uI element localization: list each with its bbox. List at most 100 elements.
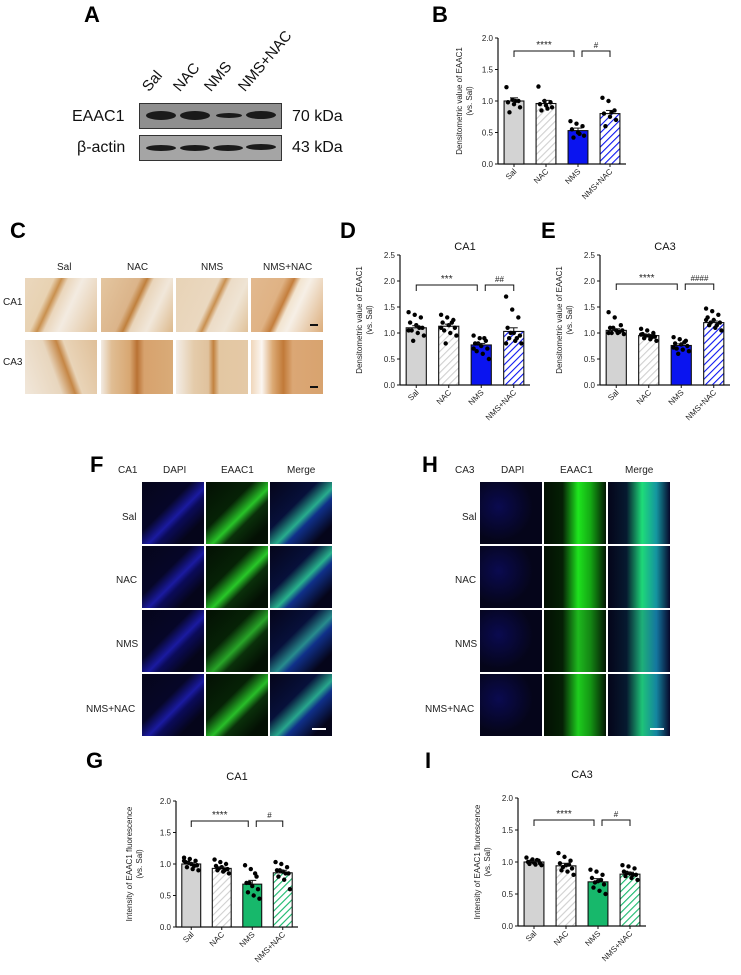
- significance-label: ****: [556, 809, 572, 820]
- panel-letter-h: H: [422, 452, 438, 477]
- ihc-image-ca3-nac: [101, 340, 173, 394]
- data-point: [562, 854, 567, 860]
- if-image-ca3-sal-eaac1: [544, 482, 606, 544]
- y-tick-label: 2.5: [384, 251, 396, 260]
- ihc-image-ca3-nms: [176, 340, 248, 394]
- data-point: [507, 110, 512, 115]
- data-point: [533, 862, 538, 867]
- significance-bracket: [615, 283, 678, 290]
- data-point: [508, 330, 513, 336]
- row-label: NMS: [116, 639, 139, 650]
- significance-label: ****: [212, 810, 228, 821]
- column-label: Sal: [57, 262, 72, 273]
- data-point: [519, 341, 524, 346]
- data-point: [624, 870, 630, 876]
- data-point: [279, 861, 284, 867]
- data-point: [580, 124, 585, 129]
- bar: [503, 100, 525, 165]
- chart-d: CA1 0.0 0.5 1.0 1.5 2.0 2.5 Densitometric value…: [355, 241, 530, 422]
- data-point: [505, 100, 511, 105]
- data-point: [480, 351, 485, 356]
- data-point: [601, 882, 607, 887]
- data-point: [510, 307, 515, 312]
- data-point: [569, 127, 575, 132]
- data-point: [281, 877, 287, 882]
- bar: [587, 881, 609, 927]
- x-tick-label: NMS+NAC: [684, 388, 718, 422]
- blot-beta-actin: [139, 135, 282, 161]
- data-point: [606, 330, 611, 336]
- data-point: [581, 133, 587, 138]
- data-point: [612, 315, 617, 320]
- bar: [211, 867, 232, 928]
- y-tick-label: 1.5: [584, 303, 596, 312]
- data-point: [514, 336, 520, 341]
- significance-label: #: [267, 811, 272, 820]
- panel-letter-e: E: [541, 218, 556, 243]
- chart-title: CA3: [654, 241, 675, 253]
- data-point: [686, 349, 692, 354]
- y-tick-label: 0.0: [584, 381, 596, 390]
- y-tick-label: 1.0: [502, 858, 514, 867]
- data-point: [276, 874, 281, 879]
- data-point: [414, 323, 419, 328]
- data-point: [409, 328, 414, 333]
- x-tick-label: NMS+NAC: [580, 167, 614, 201]
- x-tick-label: Sal: [406, 388, 421, 403]
- data-point: [452, 325, 458, 330]
- data-point: [719, 328, 724, 333]
- significance-label: ####: [691, 274, 709, 283]
- x-tick-label: NMS: [238, 930, 257, 949]
- data-point: [474, 349, 479, 354]
- data-point: [632, 866, 637, 871]
- data-point: [471, 346, 476, 351]
- data-point: [594, 869, 599, 874]
- data-point: [557, 861, 563, 866]
- y-tick-label: 1.5: [160, 829, 172, 838]
- significance-bracket: [513, 50, 575, 57]
- blot-size-label: 43 kDa: [292, 139, 343, 156]
- data-point: [181, 858, 187, 864]
- if-image-ca1-nms-dapi: [142, 610, 204, 672]
- data-point: [545, 106, 550, 111]
- data-point: [703, 306, 709, 311]
- data-point: [548, 100, 553, 105]
- y-tick-label: 0.0: [502, 922, 514, 931]
- data-point: [677, 337, 682, 342]
- significance-bracket: [581, 50, 611, 57]
- y-tick-label: 2.5: [584, 251, 596, 260]
- data-point: [441, 328, 447, 333]
- x-tick-label: NMS: [583, 929, 602, 948]
- ihc-image-ca1-nms-nac: [251, 278, 323, 332]
- region-label: CA1: [118, 465, 138, 476]
- data-point: [218, 859, 223, 865]
- column-label: Merge: [625, 465, 654, 476]
- data-point: [454, 333, 459, 338]
- if-image-ca1-nac-dapi: [142, 546, 204, 608]
- x-tick-label: Sal: [181, 930, 196, 945]
- scale-bar: [312, 728, 326, 730]
- data-point: [703, 317, 709, 323]
- data-point: [577, 131, 582, 136]
- y-axis-label: Densitometric value of EAAC1(vs. Sal): [355, 266, 374, 374]
- y-axis-label: Densitometric value of EAAC1(vs. Sal): [455, 47, 474, 155]
- data-point: [247, 880, 252, 886]
- panel-letter-g: G: [86, 748, 104, 773]
- data-point: [603, 124, 608, 129]
- if-image-ca3-sal-merge: [608, 482, 670, 544]
- data-point: [638, 326, 644, 332]
- data-point: [638, 332, 644, 337]
- column-label: NMS: [201, 262, 224, 273]
- x-tick-label: NAC: [635, 388, 653, 406]
- data-point: [251, 893, 256, 898]
- data-point: [505, 325, 510, 330]
- region-label: CA3: [455, 465, 475, 476]
- ihc-image-ca1-nms: [176, 278, 248, 332]
- row-label: NMS+NAC: [425, 704, 475, 715]
- significance-label: ##: [495, 275, 504, 284]
- data-point: [597, 888, 602, 893]
- scale-bar: [650, 728, 664, 730]
- ihc-image-ca3-sal: [25, 340, 97, 394]
- row-label: Sal: [122, 512, 137, 523]
- if-image-ca1-nms-merge: [270, 610, 332, 672]
